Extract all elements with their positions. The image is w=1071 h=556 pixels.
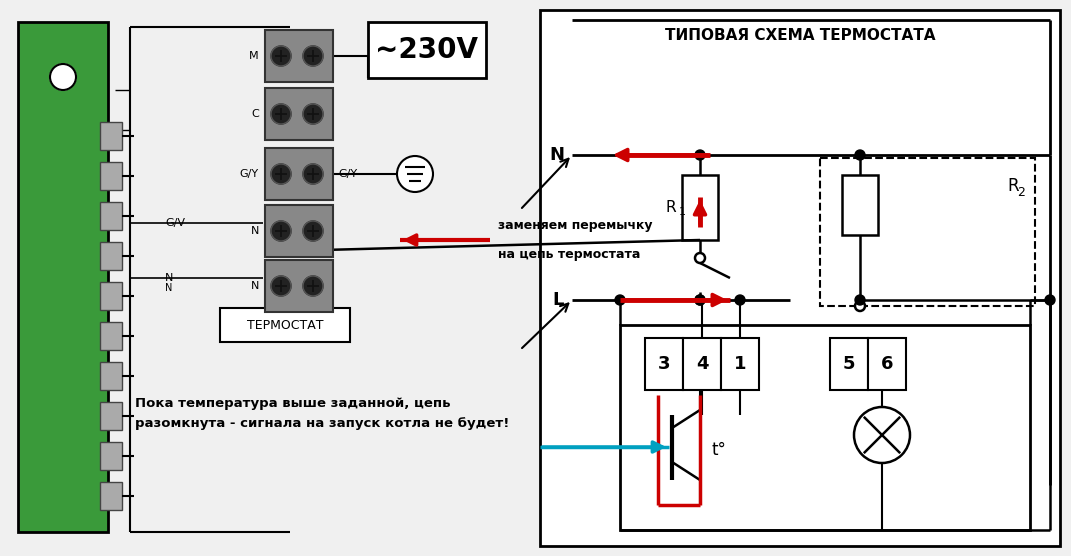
Bar bbox=[540, 10, 1060, 546]
Bar bbox=[645, 338, 683, 390]
Bar bbox=[100, 122, 122, 150]
Bar bbox=[100, 202, 122, 230]
Bar bbox=[265, 205, 333, 257]
Bar bbox=[100, 282, 122, 310]
Text: 6: 6 bbox=[880, 355, 893, 373]
Circle shape bbox=[695, 253, 705, 263]
Text: R: R bbox=[665, 200, 676, 215]
Bar bbox=[868, 338, 906, 390]
Circle shape bbox=[1045, 295, 1055, 305]
Circle shape bbox=[303, 221, 323, 241]
Text: R: R bbox=[1007, 177, 1019, 195]
Text: 2: 2 bbox=[1017, 186, 1025, 198]
Circle shape bbox=[50, 64, 76, 90]
Text: G/V: G/V bbox=[165, 218, 185, 228]
Text: N: N bbox=[165, 283, 172, 293]
Bar bbox=[100, 362, 122, 390]
Circle shape bbox=[615, 295, 625, 305]
Text: заменяем перемычку: заменяем перемычку bbox=[498, 219, 652, 232]
Bar bbox=[100, 482, 122, 510]
Bar bbox=[18, 22, 108, 532]
Bar bbox=[721, 338, 759, 390]
Bar bbox=[100, 242, 122, 270]
Circle shape bbox=[271, 276, 291, 296]
Text: N: N bbox=[549, 146, 564, 164]
Bar bbox=[265, 30, 333, 82]
Bar bbox=[820, 158, 1035, 306]
Text: G/Y: G/Y bbox=[338, 169, 357, 179]
Circle shape bbox=[397, 156, 433, 192]
Bar bbox=[100, 162, 122, 190]
Circle shape bbox=[854, 407, 910, 463]
Circle shape bbox=[303, 164, 323, 184]
Bar bbox=[842, 175, 878, 235]
Bar bbox=[220, 308, 350, 342]
Text: 4: 4 bbox=[696, 355, 708, 373]
Circle shape bbox=[855, 150, 865, 160]
Text: N: N bbox=[251, 281, 259, 291]
Circle shape bbox=[271, 164, 291, 184]
Text: Пока температура выше заданной, цепь: Пока температура выше заданной, цепь bbox=[135, 396, 451, 410]
Bar bbox=[100, 442, 122, 470]
Bar bbox=[683, 338, 721, 390]
Text: ТЕРМОСТАТ: ТЕРМОСТАТ bbox=[246, 319, 323, 331]
Circle shape bbox=[695, 295, 705, 305]
Circle shape bbox=[695, 295, 705, 305]
Bar bbox=[100, 402, 122, 430]
Circle shape bbox=[695, 150, 705, 160]
Text: t°: t° bbox=[712, 441, 727, 459]
Bar bbox=[100, 322, 122, 350]
Text: на цепь термостата: на цепь термостата bbox=[498, 248, 640, 261]
Circle shape bbox=[855, 301, 865, 311]
Text: N: N bbox=[251, 226, 259, 236]
Text: 1: 1 bbox=[679, 207, 687, 217]
Circle shape bbox=[855, 295, 865, 305]
Bar bbox=[620, 325, 1030, 530]
Text: L: L bbox=[553, 291, 564, 309]
Text: 3: 3 bbox=[658, 355, 670, 373]
Text: разомкнута - сигнала на запуск котла не будет!: разомкнута - сигнала на запуск котла не … bbox=[135, 416, 510, 429]
Text: N: N bbox=[165, 273, 174, 283]
Text: M: M bbox=[250, 51, 259, 61]
Circle shape bbox=[271, 221, 291, 241]
Circle shape bbox=[271, 104, 291, 124]
Circle shape bbox=[303, 46, 323, 66]
Text: 1: 1 bbox=[734, 355, 746, 373]
Circle shape bbox=[735, 295, 745, 305]
Bar bbox=[265, 260, 333, 312]
Circle shape bbox=[271, 46, 291, 66]
Bar bbox=[265, 148, 333, 200]
Text: ТИПОВАЯ СХЕМА ТЕРМОСТАТА: ТИПОВАЯ СХЕМА ТЕРМОСТАТА bbox=[665, 27, 935, 42]
Circle shape bbox=[303, 104, 323, 124]
Bar bbox=[682, 175, 718, 240]
Circle shape bbox=[303, 276, 323, 296]
Text: C: C bbox=[252, 109, 259, 119]
Text: 5: 5 bbox=[843, 355, 856, 373]
Bar bbox=[830, 338, 868, 390]
Text: ~230V: ~230V bbox=[376, 36, 479, 64]
Bar bbox=[265, 88, 333, 140]
Bar bbox=[368, 22, 486, 78]
Text: G/Y: G/Y bbox=[240, 169, 259, 179]
